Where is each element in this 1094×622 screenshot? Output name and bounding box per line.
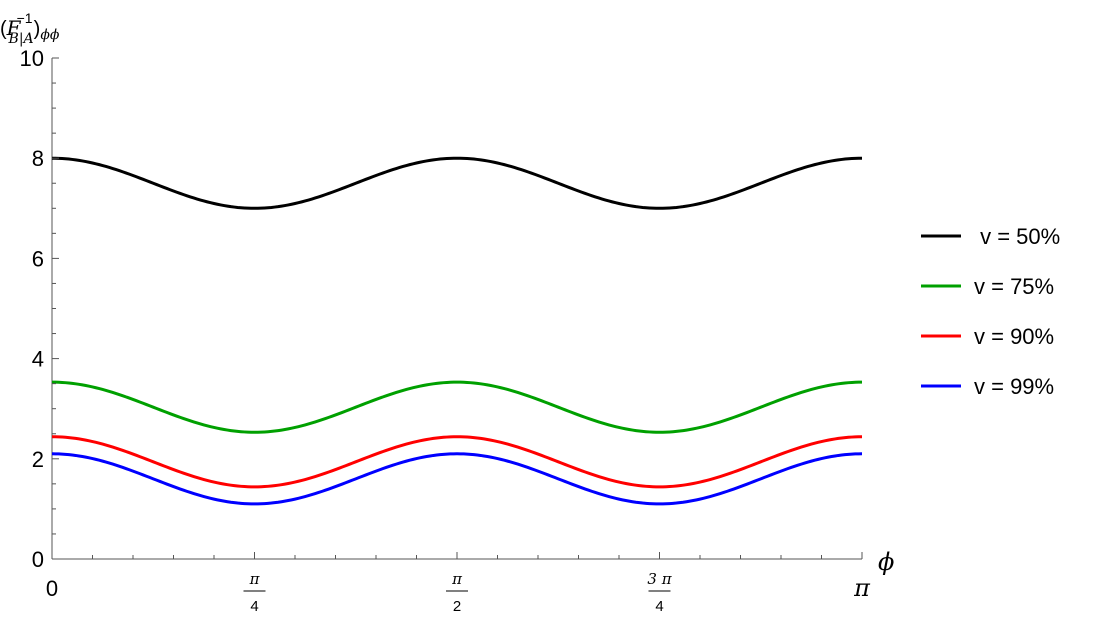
series-line-1 — [51, 156, 863, 210]
y-tick-label: 8 — [32, 146, 44, 171]
y-tick-label: 0 — [32, 547, 44, 572]
y-axis-label-subscript: B|A — [8, 31, 34, 47]
x-ticks: 0 π 4 π 2 3 π 4 π — [46, 552, 871, 615]
x-tick-label-numerator: π — [249, 570, 261, 588]
x-axis-label: ϕ — [878, 548, 894, 576]
x-tick-label-denominator: 4 — [250, 598, 258, 615]
y-axis-label-superscript: −1 — [17, 10, 33, 26]
y-axis-label-symbol: F — [6, 16, 22, 40]
y-axis-label-outer-subscript: ϕϕ — [40, 27, 60, 43]
y-tick-label: 2 — [32, 447, 44, 472]
y-tick-label: 10 — [20, 46, 44, 71]
series-line-3 — [51, 435, 863, 489]
series-line-2 — [51, 380, 863, 434]
legend-label: v = 99% — [974, 374, 1054, 399]
axes — [51, 58, 862, 560]
x-tick-label-numerator: π — [451, 570, 463, 588]
y-axis-label: (F−1 B|A)ϕϕ — [0, 10, 60, 47]
legend-label: v = 75% — [974, 274, 1054, 299]
x-tick-label: π — [853, 574, 871, 602]
x-tick-label-denominator: 4 — [655, 598, 663, 615]
legend-label: v = 90% — [974, 324, 1054, 349]
y-tick-label: 6 — [32, 246, 44, 271]
legend-label: v = 50% — [974, 224, 1060, 249]
y-axis-label-close: ) — [34, 18, 41, 40]
series-line-4 — [51, 452, 863, 506]
x-tick-label: 0 — [46, 576, 58, 601]
y-tick-label: 4 — [32, 347, 44, 372]
x-tick-label-denominator: 2 — [453, 598, 461, 615]
legend: v = 50% v = 75% v = 90% v = 99% — [921, 224, 1060, 399]
x-tick-label-numerator: 3 π — [647, 570, 672, 588]
series-group — [51, 156, 863, 506]
y-axis-label-open: ( — [0, 18, 7, 40]
y-ticks: 0 2 4 6 8 10 — [20, 46, 59, 572]
